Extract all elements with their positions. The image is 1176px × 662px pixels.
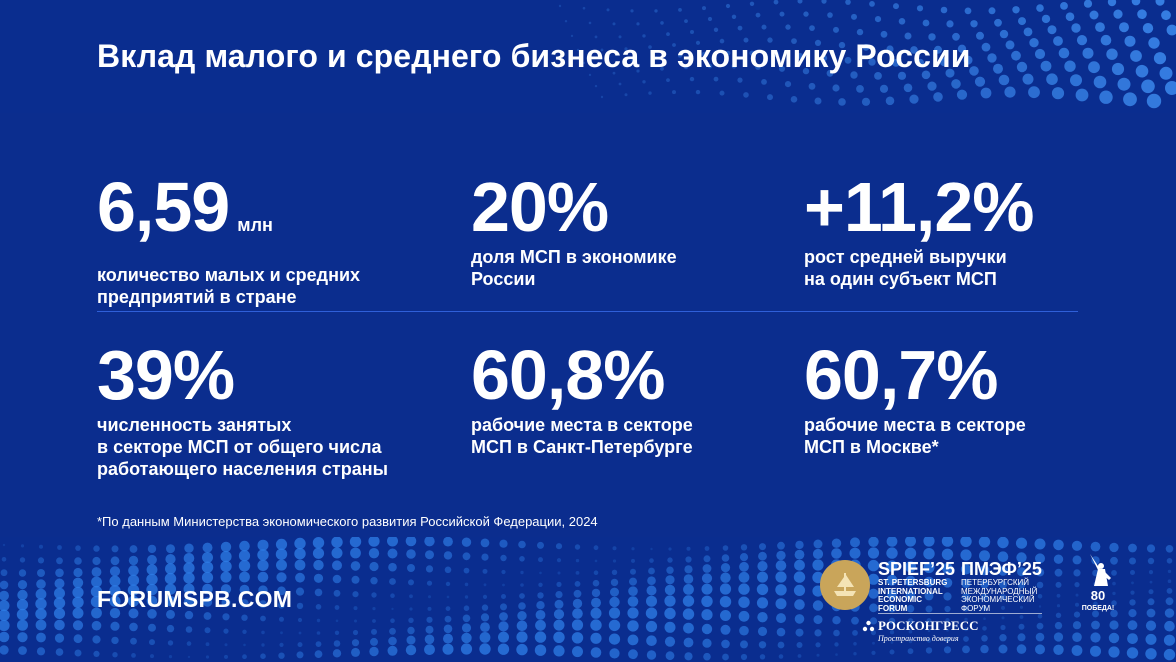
stat-description: рабочие места в секторе МСП в Санкт-Пете… [471,415,693,457]
page-title: Вклад малого и среднего бизнеса в эконом… [97,38,971,74]
content-panel [0,113,1176,537]
spief-logo-en: SPIEF’25 ST. PETERSBURG INTERNATIONAL EC… [878,560,955,613]
section-divider [97,311,1078,312]
stat-value: +11,2% [804,168,1034,246]
spief-logo-ru: ПМЭФ’25 ПЕТЕРБУРГСКИЙ МЕЖДУНАРОДНЫЙ ЭКОН… [961,560,1042,613]
logo-divider [878,613,1042,614]
roscongress-name: РОСКОНГРЕСС [878,618,979,633]
victory-monument-icon [1090,554,1111,586]
spief-emblem-icon [820,560,870,610]
stat-description: доля МСП в экономике России [471,247,677,289]
stat-enterprises-count: 6,59 млн количество малых и средних предп… [97,172,360,308]
stat-spb-jobs: 60,8% рабочие места в секторе МСП в Санк… [471,340,693,458]
stat-description: рабочие места в секторе МСП в Москве* [804,415,1026,457]
stat-description: количество малых и средних предприятий в… [97,265,361,307]
website-link[interactable]: FORUMSPB.COM [97,586,293,612]
stat-description: рост средней выручки на один субъект МСП [804,247,1007,289]
spief-logo-en-subtitle: ST. PETERSBURG INTERNATIONAL ECONOMIC FO… [878,578,948,613]
stat-moscow-jobs: 60,7% рабочие места в секторе МСП в Моск… [804,340,1026,458]
victory-80-label: 80 [1090,588,1106,603]
stat-description: численность занятых в секторе МСП от общ… [97,415,388,479]
stat-value: 60,8% [471,336,665,414]
roscongress-icon [862,620,875,632]
stat-value: 20% [471,168,609,246]
stat-employment-share: 39% численность занятых в секторе МСП от… [97,340,388,480]
stat-value: 60,7% [804,336,998,414]
roscongress-slogan: Пространство доверия [878,634,959,643]
stat-revenue-growth: +11,2% рост средней выручки на один субъ… [804,172,1034,290]
stat-economy-share: 20% доля МСП в экономике России [471,172,677,290]
spief-logo-en-title: SPIEF’25 [878,559,956,579]
spief-logo-ru-subtitle: ПЕТЕРБУРГСКИЙ МЕЖДУНАРОДНЫЙ ЭКОНОМИЧЕСКИ… [961,578,1038,613]
victory-label: ПОБЕДА! [1081,605,1115,612]
spief-logo-ru-title: ПМЭФ’25 [961,559,1042,579]
stat-unit: млн [237,215,273,235]
stat-value: 6,59 млн [97,168,273,246]
stat-value: 39% [97,336,235,414]
source-footnote: *По данным Министерства экономического р… [97,514,598,529]
